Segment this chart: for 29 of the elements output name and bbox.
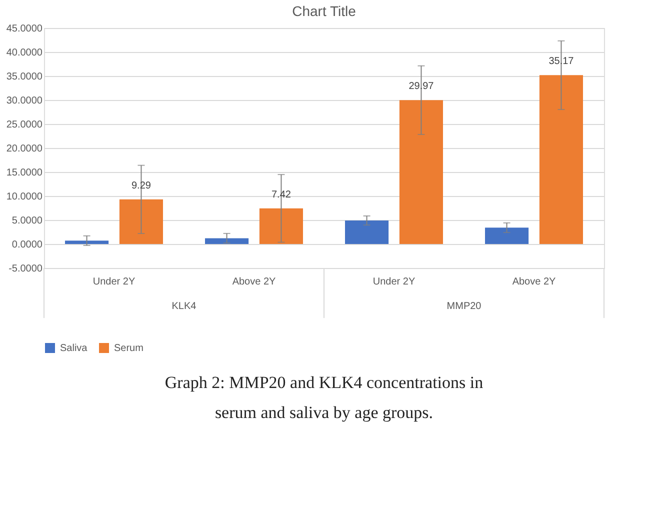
bar	[539, 75, 583, 244]
bar	[259, 208, 303, 244]
legend-label: Serum	[114, 343, 144, 354]
text: MMP20	[446, 301, 482, 312]
y-tick-label: 40.0000	[6, 48, 43, 58]
y-tick-label: 0.0000	[12, 240, 43, 250]
caption: Graph 2: MMP20 and KLK4 concentrations in serum and saliva by age groups.	[164, 373, 484, 422]
chart-title: Chart Title	[292, 3, 356, 19]
x-tick-label: Under 2Y	[372, 276, 416, 288]
bar	[399, 100, 443, 244]
bar	[65, 240, 109, 244]
y-tick-label: -5.0000	[8, 264, 43, 274]
y-tick-label: 25.0000	[6, 120, 43, 130]
legend-label: Saliva	[60, 343, 88, 354]
y-tick-label: 30.0000	[6, 96, 43, 106]
bar	[345, 220, 389, 244]
y-tick-label: 15.0000	[6, 168, 43, 178]
x-tick-label: Under 2Y	[92, 276, 136, 288]
text: KLK4	[172, 301, 197, 312]
bar	[485, 228, 529, 244]
x-tick-label: Above 2Y	[512, 276, 556, 288]
y-tick-label: 45.0000	[6, 24, 43, 34]
y-tick-label: 35.0000	[6, 72, 43, 82]
x-tick-label: Above 2Y	[232, 276, 276, 288]
y-tick-label: 20.0000	[6, 144, 43, 154]
y-tick-label: 5.0000	[12, 216, 43, 226]
bar	[119, 199, 163, 244]
bar	[205, 238, 249, 244]
y-tick-label: 10.0000	[6, 192, 43, 202]
